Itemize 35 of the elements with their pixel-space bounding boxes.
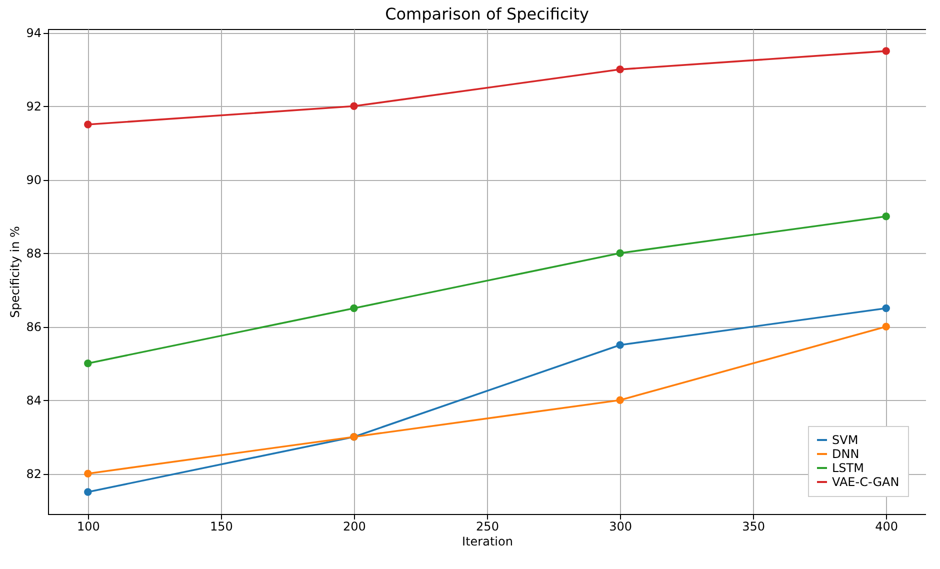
point (616, 396, 624, 404)
x-tick-label: 400 (875, 520, 898, 534)
point (882, 304, 890, 312)
x-tick-label: 150 (210, 520, 233, 534)
y-tick-label: 84 (26, 394, 42, 408)
point (84, 488, 92, 496)
legend-label: DNN (832, 447, 860, 461)
y-tick-label: 88 (26, 246, 42, 261)
x-tick-label: 100 (76, 520, 100, 534)
y-tick-label: 90 (26, 173, 42, 188)
point (350, 304, 358, 312)
point (84, 470, 92, 478)
chart-title: Comparison of Specificity (385, 4, 589, 24)
point (84, 359, 92, 368)
point (616, 66, 624, 74)
point (84, 120, 92, 128)
legend-label: LSTM (832, 461, 864, 475)
x-axis-title: Iteration (462, 534, 513, 548)
y-tick-label: 92 (26, 100, 42, 114)
y-tick-label: 94 (26, 26, 42, 40)
x-tick-label: 250 (476, 520, 499, 534)
point (882, 322, 890, 330)
x-tick-label: 350 (742, 520, 766, 534)
point (616, 249, 624, 257)
y-tick-label: 86 (26, 320, 42, 334)
y-axis-title: Specificity in % (8, 226, 22, 318)
point (350, 102, 358, 110)
point (882, 47, 890, 55)
x-tick-label: 200 (343, 520, 366, 534)
x-tick-label: 300 (609, 520, 632, 534)
legend-label: VAE-C-GAN (832, 475, 900, 489)
point (882, 212, 890, 220)
y-tick-label: 82 (26, 467, 42, 482)
point (616, 341, 624, 349)
legend-label: SVM (832, 433, 858, 447)
